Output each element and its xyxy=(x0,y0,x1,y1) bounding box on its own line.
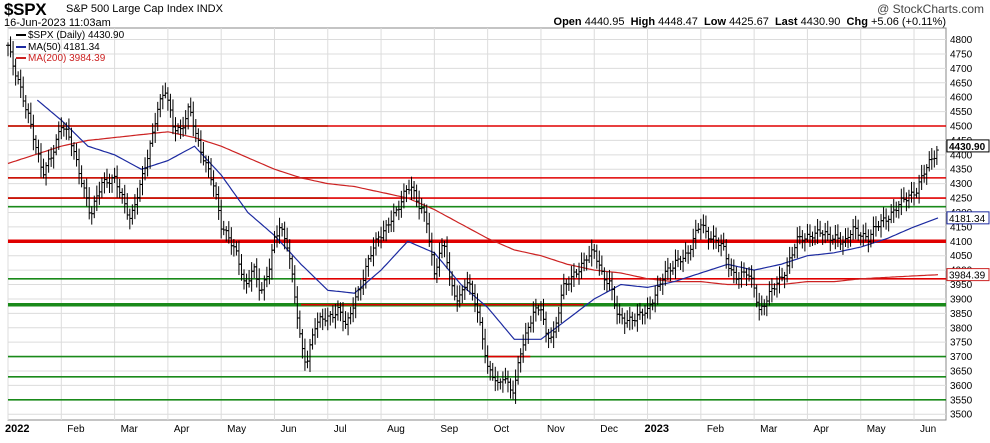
y-tick-label: 4300 xyxy=(950,179,973,190)
high-label: High xyxy=(630,16,656,28)
x-tick-label: 2022 xyxy=(5,423,29,435)
x-tick-label: 2023 xyxy=(645,423,669,435)
y-tick-label: 4350 xyxy=(950,165,973,176)
change-value: +5.06 (+0.11%) xyxy=(870,16,946,28)
y-tick-label: 3600 xyxy=(950,381,973,392)
x-tick-label: Mar xyxy=(121,424,139,435)
ohlc-readout: Open 4440.95 High 4448.47 Low 4425.67 La… xyxy=(554,16,946,28)
y-tick-label: 4050 xyxy=(950,251,973,262)
x-tick-label: Sep xyxy=(440,424,458,435)
low-value: 4425.67 xyxy=(729,16,769,28)
change-label: Chg xyxy=(846,16,868,28)
plot-frame xyxy=(7,27,947,421)
x-tick-label: Mar xyxy=(760,424,778,435)
timestamp: 16-Jun-2023 11:03am xyxy=(4,17,111,29)
y-tick-label: 4750 xyxy=(950,49,973,60)
axis-tag-ma200-box xyxy=(946,268,990,282)
y-tick-label: 3550 xyxy=(950,395,973,406)
x-tick-label: Apr xyxy=(174,424,190,435)
x-tick-label: May xyxy=(227,424,246,435)
x-tick-label: Apr xyxy=(813,424,829,435)
open-label: Open xyxy=(553,16,582,28)
y-tick-label: 3900 xyxy=(950,294,973,305)
axis-tag-last: 4430.90 xyxy=(949,142,986,153)
legend-ma200: MA(200) 3984.39 xyxy=(16,53,105,64)
symbol-description: S&P 500 Large Cap Index INDX xyxy=(66,3,223,15)
y-tick-label: 3650 xyxy=(950,367,973,378)
y-tick-label: 4700 xyxy=(950,64,973,75)
x-tick-label: Feb xyxy=(707,424,725,435)
x-tick-label: Jun xyxy=(280,424,296,435)
last-value: 4430.90 xyxy=(800,16,841,28)
y-tick-label: 4500 xyxy=(950,122,973,133)
y-tick-label: 3750 xyxy=(950,338,973,349)
y-tick-label: 4650 xyxy=(950,78,973,89)
y-tick-label: 4550 xyxy=(950,107,973,118)
legend-price-swatch xyxy=(16,34,26,37)
axis-tag-last-box xyxy=(946,139,990,153)
legend-price: $SPX (Daily) 4430.90 xyxy=(16,30,124,41)
high-value: 4448.47 xyxy=(658,16,698,28)
last-label: Last xyxy=(774,16,798,28)
ma50-line xyxy=(36,99,939,340)
y-tick-label: 4150 xyxy=(950,222,973,233)
y-tick-label: 4800 xyxy=(950,35,973,46)
y-tick-label: 3850 xyxy=(950,309,973,320)
legend-ma200-swatch xyxy=(16,57,26,60)
y-tick-label: 3800 xyxy=(950,323,973,334)
x-tick-label: Feb xyxy=(67,424,85,435)
x-tick-label: Jul xyxy=(334,424,347,435)
x-tick-label: Nov xyxy=(547,424,565,435)
y-tick-label: 3700 xyxy=(950,352,973,363)
legend-ma50-text: MA(50) 4181.34 xyxy=(28,42,100,53)
price-bars xyxy=(6,36,939,404)
legend-ma200-text: MA(200) 3984.39 xyxy=(28,53,106,64)
legend-price-text: $SPX (Daily) 4430.90 xyxy=(28,30,125,41)
y-tick-label: 4100 xyxy=(950,237,973,248)
x-tick-label: May xyxy=(867,424,886,435)
open-value: 4440.95 xyxy=(584,16,625,28)
legend-ma50-swatch xyxy=(16,46,26,49)
y-tick-label: 3950 xyxy=(950,280,973,291)
low-label: Low xyxy=(704,16,726,28)
x-tick-label: Oct xyxy=(494,424,510,435)
legend-ma50: MA(50) 4181.34 xyxy=(16,42,100,53)
y-tick-label: 4250 xyxy=(950,194,973,205)
y-tick-label: 4400 xyxy=(950,150,973,161)
x-tick-label: Jun xyxy=(920,424,936,435)
axis-tag-ma50: 4181.34 xyxy=(949,214,986,225)
axis-tag-ma50-box xyxy=(946,211,990,225)
ma200-line xyxy=(7,131,939,286)
symbol-title: $SPX xyxy=(4,0,47,19)
y-tick-label: 3500 xyxy=(950,410,973,421)
x-tick-label: Aug xyxy=(387,424,405,435)
axis-tag-ma200: 3984.39 xyxy=(949,271,986,282)
stockcharts-watermark[interactable]: @ StockCharts.com xyxy=(877,2,984,16)
y-tick-label: 4600 xyxy=(950,93,973,104)
x-tick-label: Dec xyxy=(600,424,618,435)
